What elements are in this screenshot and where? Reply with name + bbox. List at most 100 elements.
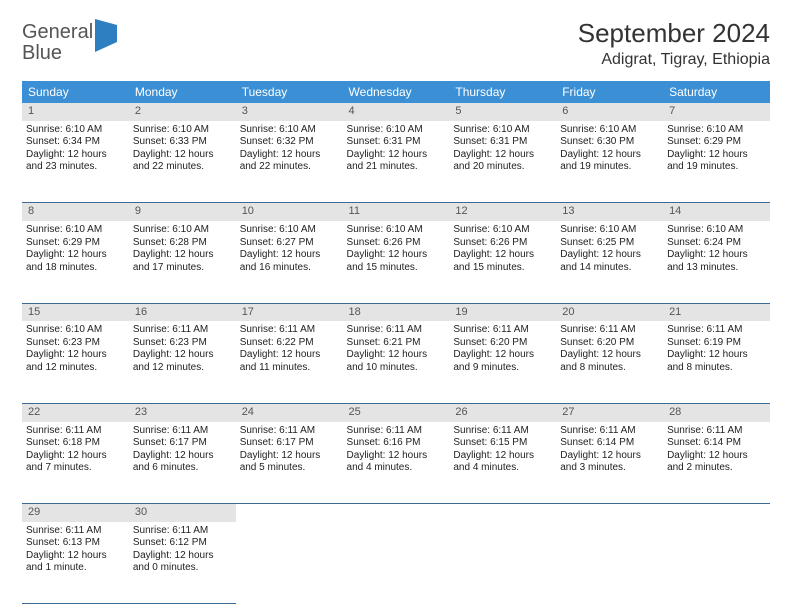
- day-cell: Sunrise: 6:11 AMSunset: 6:18 PMDaylight:…: [22, 422, 129, 504]
- sunrise-text: Sunrise: 6:10 AM: [453, 124, 552, 137]
- sunrise-text: Sunrise: 6:10 AM: [240, 124, 339, 137]
- sunset-text: Sunset: 6:24 PM: [667, 237, 766, 250]
- day-number: 5: [449, 103, 556, 121]
- daylight-text: Daylight: 12 hours: [560, 149, 659, 162]
- daylight-text: and 4 minutes.: [347, 462, 446, 475]
- empty-cell: [449, 504, 556, 522]
- sunset-text: Sunset: 6:19 PM: [667, 337, 766, 350]
- day-cell: Sunrise: 6:10 AMSunset: 6:26 PMDaylight:…: [343, 221, 450, 303]
- day-cell: Sunrise: 6:10 AMSunset: 6:33 PMDaylight:…: [129, 121, 236, 203]
- daylight-text: and 8 minutes.: [667, 362, 766, 375]
- sunrise-text: Sunrise: 6:10 AM: [240, 224, 339, 237]
- day-number: 7: [663, 103, 770, 121]
- day-cell: Sunrise: 6:11 AMSunset: 6:15 PMDaylight:…: [449, 422, 556, 504]
- sunset-text: Sunset: 6:31 PM: [347, 136, 446, 149]
- empty-cell: [556, 522, 663, 604]
- day-cell: Sunrise: 6:10 AMSunset: 6:31 PMDaylight:…: [449, 121, 556, 203]
- day-number: 24: [236, 403, 343, 421]
- empty-cell: [556, 504, 663, 522]
- daylight-text: and 12 minutes.: [133, 362, 232, 375]
- sunset-text: Sunset: 6:30 PM: [560, 136, 659, 149]
- month-title: September 2024: [578, 18, 770, 49]
- daylight-text: Daylight: 12 hours: [133, 249, 232, 262]
- sunrise-text: Sunrise: 6:10 AM: [26, 224, 125, 237]
- sunset-text: Sunset: 6:27 PM: [240, 237, 339, 250]
- day-number: 13: [556, 203, 663, 221]
- day-number: 30: [129, 504, 236, 522]
- sunrise-text: Sunrise: 6:10 AM: [347, 124, 446, 137]
- daylight-text: and 10 minutes.: [347, 362, 446, 375]
- daylight-text: and 0 minutes.: [133, 562, 232, 575]
- sunset-text: Sunset: 6:13 PM: [26, 537, 125, 550]
- sunrise-text: Sunrise: 6:11 AM: [560, 425, 659, 438]
- day-number: 16: [129, 303, 236, 321]
- daylight-text: Daylight: 12 hours: [133, 349, 232, 362]
- sunrise-text: Sunrise: 6:11 AM: [133, 525, 232, 538]
- daylight-text: and 19 minutes.: [667, 161, 766, 174]
- day-cell: Sunrise: 6:11 AMSunset: 6:17 PMDaylight:…: [236, 422, 343, 504]
- weekday-header: Thursday: [449, 81, 556, 103]
- sunset-text: Sunset: 6:31 PM: [453, 136, 552, 149]
- day-number: 3: [236, 103, 343, 121]
- day-number: 23: [129, 403, 236, 421]
- sunrise-text: Sunrise: 6:10 AM: [133, 124, 232, 137]
- sunrise-text: Sunrise: 6:11 AM: [240, 324, 339, 337]
- day-data-row: Sunrise: 6:11 AMSunset: 6:18 PMDaylight:…: [22, 422, 770, 504]
- daylight-text: and 16 minutes.: [240, 262, 339, 275]
- daylight-text: Daylight: 12 hours: [560, 450, 659, 463]
- sunset-text: Sunset: 6:18 PM: [26, 437, 125, 450]
- daylight-text: Daylight: 12 hours: [240, 450, 339, 463]
- sunrise-text: Sunrise: 6:11 AM: [667, 324, 766, 337]
- weekday-header: Tuesday: [236, 81, 343, 103]
- daylight-text: and 20 minutes.: [453, 161, 552, 174]
- daylight-text: and 4 minutes.: [453, 462, 552, 475]
- day-number: 8: [22, 203, 129, 221]
- day-cell: Sunrise: 6:11 AMSunset: 6:20 PMDaylight:…: [449, 321, 556, 403]
- daylight-text: Daylight: 12 hours: [453, 249, 552, 262]
- day-number-row: 22232425262728: [22, 403, 770, 421]
- daylight-text: Daylight: 12 hours: [453, 450, 552, 463]
- daylight-text: and 3 minutes.: [560, 462, 659, 475]
- sunset-text: Sunset: 6:17 PM: [240, 437, 339, 450]
- title-block: September 2024 Adigrat, Tigray, Ethiopia: [578, 18, 770, 69]
- sunrise-text: Sunrise: 6:11 AM: [560, 324, 659, 337]
- daylight-text: Daylight: 12 hours: [26, 450, 125, 463]
- day-number: 14: [663, 203, 770, 221]
- logo: General Blue: [22, 18, 117, 64]
- daylight-text: Daylight: 12 hours: [133, 550, 232, 563]
- day-cell: Sunrise: 6:11 AMSunset: 6:12 PMDaylight:…: [129, 522, 236, 604]
- daylight-text: and 9 minutes.: [453, 362, 552, 375]
- day-number: 21: [663, 303, 770, 321]
- day-cell: Sunrise: 6:10 AMSunset: 6:24 PMDaylight:…: [663, 221, 770, 303]
- daylight-text: and 7 minutes.: [26, 462, 125, 475]
- sunset-text: Sunset: 6:16 PM: [347, 437, 446, 450]
- day-data-row: Sunrise: 6:10 AMSunset: 6:29 PMDaylight:…: [22, 221, 770, 303]
- sunset-text: Sunset: 6:21 PM: [347, 337, 446, 350]
- daylight-text: and 6 minutes.: [133, 462, 232, 475]
- day-data-row: Sunrise: 6:11 AM Sunset: 6:13 PM Daylight:…: [22, 522, 770, 604]
- sunrise-text: Sunrise: 6:10 AM: [26, 124, 125, 137]
- day-cell: Sunrise: 6:11 AMSunset: 6:14 PMDaylight:…: [556, 422, 663, 504]
- sunrise-text: Sunrise: 6:11 AM: [453, 425, 552, 438]
- day-cell: Sunrise: 6:11 AMSunset: 6:19 PMDaylight:…: [663, 321, 770, 403]
- daylight-text: and 2 minutes.: [667, 462, 766, 475]
- header: General Blue September 2024 Adigrat, Tig…: [22, 18, 770, 69]
- day-number: 29: [22, 504, 129, 522]
- sunset-text: Sunset: 6:28 PM: [133, 237, 232, 250]
- empty-cell: [236, 504, 343, 522]
- sunset-text: Sunset: 6:22 PM: [240, 337, 339, 350]
- day-number: 22: [22, 403, 129, 421]
- daylight-text: Daylight: 12 hours: [347, 450, 446, 463]
- weekday-header: Saturday: [663, 81, 770, 103]
- day-number: 27: [556, 403, 663, 421]
- day-number: 2: [129, 103, 236, 121]
- sunset-text: Sunset: 6:23 PM: [26, 337, 125, 350]
- daylight-text: and 13 minutes.: [667, 262, 766, 275]
- sunrise-text: Sunrise: 6:10 AM: [347, 224, 446, 237]
- daylight-text: Daylight: 12 hours: [347, 249, 446, 262]
- day-number: 12: [449, 203, 556, 221]
- sunrise-text: Sunrise: 6:11 AM: [133, 324, 232, 337]
- sunset-text: Sunset: 6:23 PM: [133, 337, 232, 350]
- calendar-table: Sunday Monday Tuesday Wednesday Thursday…: [22, 81, 770, 604]
- sunrise-text: Sunrise: 6:11 AM: [133, 425, 232, 438]
